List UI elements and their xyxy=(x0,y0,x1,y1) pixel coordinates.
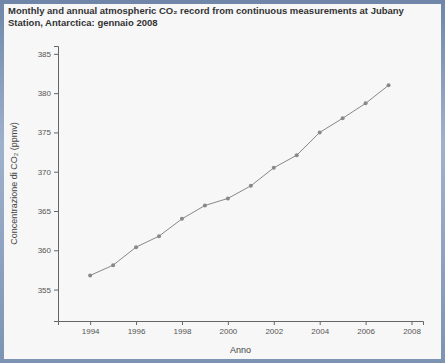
tick-label: 355 xyxy=(38,286,52,295)
tick: 375 xyxy=(38,128,58,137)
tick-mark xyxy=(90,321,91,325)
tick-mark xyxy=(54,211,58,212)
tick-mark xyxy=(182,321,183,325)
marks xyxy=(88,83,390,277)
data-point xyxy=(203,204,207,208)
tick: 1996 xyxy=(128,321,146,336)
tick-mark xyxy=(54,172,58,173)
tick: 385 xyxy=(38,50,58,59)
tick: 2006 xyxy=(357,321,375,336)
tick-mark xyxy=(54,290,58,291)
tick-mark xyxy=(412,321,413,325)
tick-label: 360 xyxy=(38,246,52,255)
title-line: Station, Antarctica: gennaio 2008 xyxy=(8,17,158,28)
tick-label: 1996 xyxy=(128,327,146,336)
tick: 1994 xyxy=(82,321,100,336)
tick: 2000 xyxy=(219,321,237,336)
tick-label: 1998 xyxy=(174,327,192,336)
tick-label: 1994 xyxy=(82,327,100,336)
tick-mark xyxy=(274,321,275,325)
tick-mark xyxy=(54,132,58,133)
tick-label: 2006 xyxy=(357,327,375,336)
data-point xyxy=(318,130,322,134)
tick: 380 xyxy=(38,89,58,98)
data-point xyxy=(295,153,299,157)
tick-mark xyxy=(54,250,58,251)
tick-mark xyxy=(136,321,137,325)
tick-label: 375 xyxy=(38,128,52,137)
tick-label: 2002 xyxy=(265,327,283,336)
tick-mark xyxy=(320,321,321,325)
data-point xyxy=(364,101,368,105)
tick: 2008 xyxy=(403,321,421,336)
tick: 360 xyxy=(38,246,58,255)
tick: 2002 xyxy=(265,321,283,336)
data-point xyxy=(249,184,253,188)
data-point xyxy=(272,166,276,170)
data-point xyxy=(226,196,230,200)
panel xyxy=(4,4,441,359)
tick: 370 xyxy=(38,168,58,177)
data-point xyxy=(180,217,184,221)
tick-label: 385 xyxy=(38,50,52,59)
data-point xyxy=(88,273,92,277)
tick-label: 2000 xyxy=(219,327,237,336)
data-line xyxy=(90,85,388,275)
data-point xyxy=(134,245,138,249)
tick: 355 xyxy=(38,286,58,295)
tick-label: 2008 xyxy=(403,327,421,336)
data-point xyxy=(111,263,115,267)
axis-line xyxy=(54,47,59,322)
tick-label: 380 xyxy=(38,89,52,98)
chart-svg: Monthly and annual atmospheric CO₂ recor… xyxy=(0,0,445,363)
tick-mark xyxy=(366,321,367,325)
tick-label: 365 xyxy=(38,207,52,216)
x-axis: 1994 1996 1998 2000 2002 2004 2006 2008 xyxy=(59,321,424,336)
tick: 1998 xyxy=(174,321,192,336)
tick-label: 2004 xyxy=(311,327,329,336)
title: Monthly and annual atmospheric CO₂ recor… xyxy=(8,5,405,28)
tick: 2004 xyxy=(311,321,329,336)
plot: 1994 1996 1998 2000 2002 2004 2006 2008 355 360 36… xyxy=(38,47,424,336)
tick: 365 xyxy=(38,207,58,216)
data-point xyxy=(387,83,391,87)
title-line: Monthly and annual atmospheric CO₂ recor… xyxy=(8,5,405,16)
tick-label: 370 xyxy=(38,168,52,177)
tick-mark xyxy=(228,321,229,325)
x-axis-title: Anno xyxy=(230,345,251,355)
tick-mark xyxy=(54,93,58,94)
axis-line xyxy=(59,322,424,326)
data-point xyxy=(341,116,345,120)
tick-mark xyxy=(54,54,58,55)
data-point xyxy=(157,234,161,238)
y-axis-title: Concentrazione di CO₂ (ppmv) xyxy=(9,122,19,245)
y-axis: 355 360 365 370 375 380 385 xyxy=(38,47,59,322)
